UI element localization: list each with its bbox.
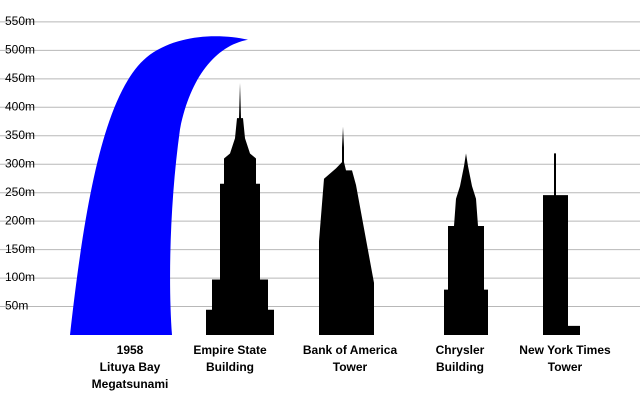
category-label: Empire State <box>193 343 267 357</box>
y-tick-label: 300m <box>5 156 35 170</box>
y-tick-label: 400m <box>5 99 35 113</box>
y-tick-label: 550m <box>5 14 35 28</box>
y-tick-label: 100m <box>5 270 35 284</box>
building <box>543 153 580 335</box>
category-label: Megatsunami <box>92 377 169 391</box>
category-label: Building <box>206 360 254 374</box>
category-label: Chrysler <box>436 343 485 357</box>
building <box>444 153 488 335</box>
y-tick-label: 150m <box>5 242 35 256</box>
category-label: New York Times <box>519 343 611 357</box>
category-label: 1958 <box>117 343 144 357</box>
building <box>206 82 274 335</box>
building <box>319 126 374 336</box>
category-label: Tower <box>333 360 368 374</box>
category-label: Lituya Bay <box>100 360 161 374</box>
y-tick-label: 500m <box>5 43 35 57</box>
category-label: Tower <box>548 360 583 374</box>
y-tick-label: 50m <box>5 299 28 313</box>
category-label: Building <box>436 360 484 374</box>
tsunami-wave <box>70 36 248 335</box>
y-tick-label: 200m <box>5 213 35 227</box>
y-tick-label: 250m <box>5 185 35 199</box>
y-tick-label: 450m <box>5 71 35 85</box>
category-label: Bank of America <box>303 343 398 357</box>
y-tick-label: 350m <box>5 128 35 142</box>
